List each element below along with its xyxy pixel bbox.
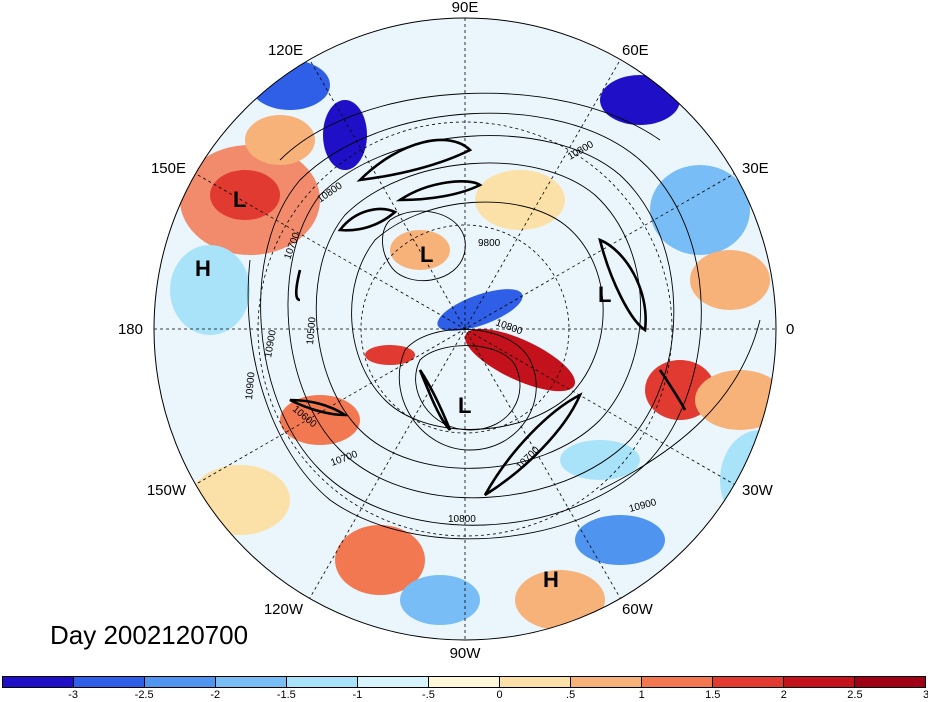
lon-label-120w: 120W (264, 601, 304, 618)
colorbar-swatch (357, 677, 428, 687)
polar-map: 90E 60E 30E 0 30W 60W 90W 120W 150W 180 … (118, 0, 794, 662)
lon-label-0: 0 (786, 321, 794, 338)
colorbar-tick-label: -1 (352, 689, 363, 701)
colorbar-tick-label: 1.5 (705, 689, 721, 701)
colorbar-swatch (570, 677, 641, 687)
colorbar-swatch (144, 677, 215, 687)
day-title: Day 2002120700 (50, 620, 249, 650)
colorbar (2, 676, 926, 688)
colorbar-labels: -3 -2.5 -2 -1.5 -1 -.5 0 .5 1 1.5 2 2.5 3 (2, 689, 928, 702)
colorbar-swatch (854, 677, 925, 687)
contour-label: 9800 (478, 238, 501, 249)
lon-label-150e: 150E (151, 160, 186, 177)
colorbar-swatch (286, 677, 357, 687)
lon-label-90w: 90W (450, 645, 482, 662)
colorbar-tick-label: -2.5 (134, 689, 154, 701)
pressure-centers: L L L L H H (195, 187, 611, 592)
colorbar-swatch (712, 677, 783, 687)
lon-label-60e: 60E (622, 42, 649, 59)
high-center-marker: H (195, 256, 211, 281)
lon-label-120e: 120E (268, 42, 303, 59)
height-contours (247, 92, 761, 540)
colorbar-swatch (215, 677, 286, 687)
colorbar-tick-label: 2.5 (847, 689, 863, 701)
colorbar-tick-label: -1.5 (276, 689, 296, 701)
contour-label: 10900 (263, 329, 279, 359)
colorbar-swatch (783, 677, 854, 687)
lon-label-30w: 30W (742, 482, 774, 499)
lon-label-180: 180 (118, 321, 143, 338)
low-center-marker: L (458, 393, 471, 418)
contour-label: 10500 (305, 316, 318, 345)
lon-label-90e: 90E (452, 0, 479, 16)
contour-label: 10900 (244, 371, 257, 400)
colorbar-swatch (428, 677, 499, 687)
contour-label: 10800 (448, 514, 476, 525)
colorbar-swatch (641, 677, 712, 687)
colorbar-tick-label: 1 (638, 689, 645, 701)
low-center-marker: L (598, 282, 611, 307)
colorbar-tick-label: 0 (496, 689, 503, 701)
colorbar-tick-label: 3 (922, 689, 928, 701)
longitude-labels: 90E 60E 30E 0 30W 60W 90W 120W 150W 180 … (118, 0, 794, 662)
lon-label-150w: 150W (147, 482, 187, 499)
colorbar-tick-label: -2 (210, 689, 221, 701)
colorbar-swatch (73, 677, 144, 687)
low-center-marker: L (420, 242, 433, 267)
colorbar-tick-label: -.5 (422, 689, 435, 701)
colorbar-tick-label: .5 (566, 689, 576, 701)
colorbar-tick-label: -3 (68, 689, 78, 701)
high-center-marker: H (543, 567, 559, 592)
lon-label-60w: 60W (622, 601, 654, 618)
graticule (154, 18, 776, 640)
colorbar-tick-label: 2 (780, 689, 787, 701)
colorbar-swatch (499, 677, 570, 687)
lon-label-30e: 30E (742, 160, 769, 177)
low-center-marker: L (233, 187, 246, 212)
colorbar-swatch (3, 677, 73, 687)
map-boundary (153, 17, 777, 641)
